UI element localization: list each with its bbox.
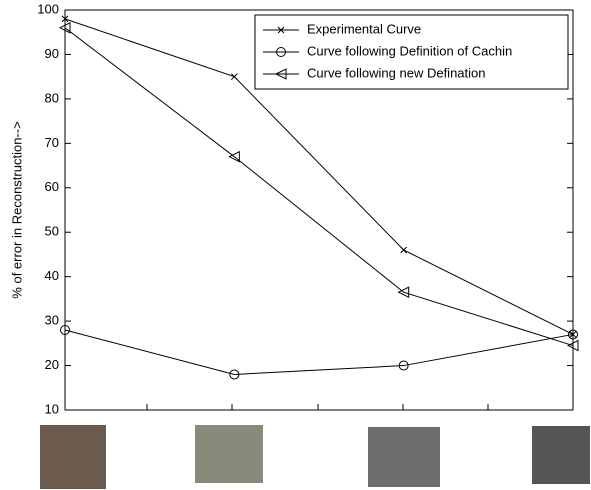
y-tick-label: 50 [45,224,59,239]
y-tick-label: 100 [37,1,59,16]
thumbnail-face [40,425,106,489]
thumbnail-turtle [195,425,263,483]
y-axis-label: % of error in Reconstruction--> [9,121,24,298]
y-tick-label: 80 [45,90,59,105]
legend-label: Curve following new Defination [307,65,485,80]
chart: % of error in Reconstruction--> 10 20 30 40… [0,0,591,490]
y-tick-label: 30 [45,313,59,328]
y-tick-label: 40 [45,268,59,283]
y-tick-label: 90 [45,46,59,61]
y-tick-label: 60 [45,179,59,194]
legend-label: Curve following Definition of Cachin [307,43,512,58]
y-tick-label: 20 [45,357,59,372]
legend-label: Experimental Curve [307,21,421,36]
thumbnail-sea [532,426,590,484]
thumbnail-mountain [368,427,440,487]
y-tick-label: 10 [45,401,59,416]
y-tick-label: 70 [45,135,59,150]
